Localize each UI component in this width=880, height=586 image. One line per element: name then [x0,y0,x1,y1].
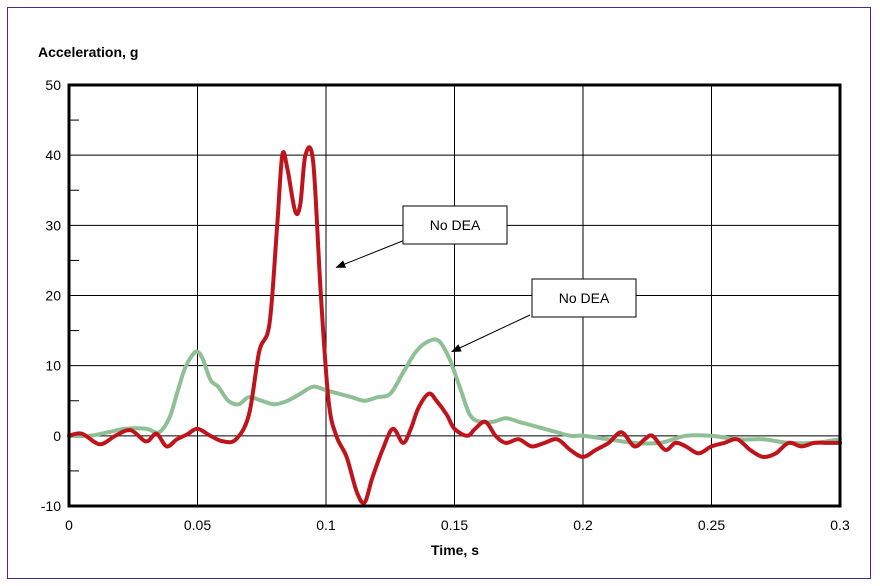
y-axis-label: Acceleration, g [38,44,138,60]
x-tick-label: 0.3 [830,517,850,533]
y-tick-label: -10 [41,498,61,514]
x-tick-label: 0.25 [698,517,725,533]
y-tick-labels: -10 0 10 20 30 40 50 [41,77,61,514]
x-tick-label: 0.2 [573,517,593,533]
series-line-0 [67,145,842,506]
y-tick-label: 10 [45,358,61,374]
x-tick-label: 0.05 [184,517,211,533]
x-axis-label: Time, s [431,542,479,558]
callout-1-box [402,205,508,245]
y-tick-label: 0 [53,428,61,444]
callout-1: No DEA [335,205,508,268]
x-tick-labels: 0 0.05 0.1 0.15 0.2 0.25 0.3 [65,517,850,533]
plot-area-border [67,83,842,508]
callout-2-box [531,278,637,318]
y-tick-label: 50 [45,77,61,93]
chart-frame [7,7,871,579]
y-tick-label: 20 [45,288,61,304]
callout-2-arrow [451,314,531,353]
x-tick-label: 0.15 [441,517,468,533]
callout-2-text: No DEA [559,290,610,306]
callout-1-text: No DEA [430,217,481,233]
y-tick-label: 30 [45,217,61,233]
callout-1-arrow [335,239,406,268]
callout-2: No DEA [451,278,637,353]
x-tick-label: 0 [65,517,73,533]
x-tick-label: 0.1 [316,517,336,533]
y-tick-label: 40 [45,147,61,163]
series-layer [67,145,842,506]
minor-ticks [69,119,79,472]
